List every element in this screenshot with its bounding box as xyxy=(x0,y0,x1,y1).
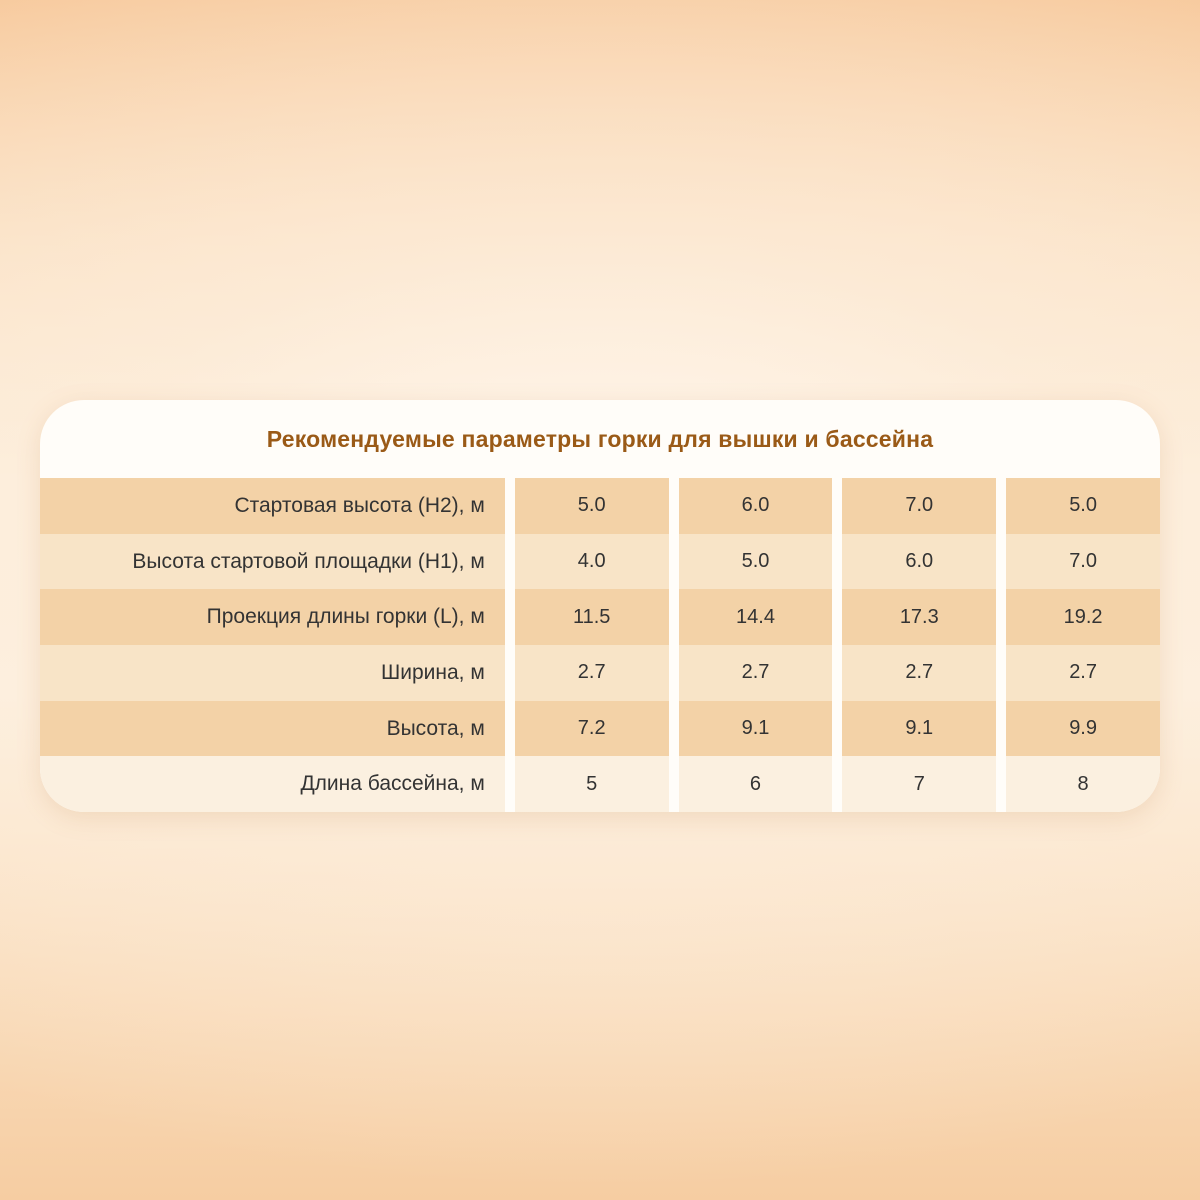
value-cell: 2.7 xyxy=(842,645,997,701)
parameters-card: Рекомендуемые параметры горки для вышки … xyxy=(40,400,1160,812)
value-cell: 2.7 xyxy=(1006,645,1160,701)
value-cell: 5.0 xyxy=(1006,478,1160,534)
value-cell: 9.1 xyxy=(842,700,997,757)
table-row: Проекция длины горки (L), м 11.5 14.4 17… xyxy=(40,589,1160,646)
value-cell: 7 xyxy=(842,756,997,812)
value-cell: 19.2 xyxy=(1006,589,1160,646)
value-cell: 5.0 xyxy=(678,533,833,590)
table-title: Рекомендуемые параметры горки для вышки … xyxy=(266,425,934,452)
table-row: Высота стартовой площадки (H1), м 4.0 5.… xyxy=(40,533,1160,590)
table-row: Ширина, м 2.7 2.7 2.7 2.7 xyxy=(40,645,1160,701)
value-cell: 2.7 xyxy=(678,645,833,701)
value-cell: 6.0 xyxy=(678,478,833,534)
row-label: Ширина, м xyxy=(40,645,505,701)
value-cell: 4.0 xyxy=(514,533,669,590)
value-cell: 9.9 xyxy=(1006,700,1160,757)
value-cell: 5.0 xyxy=(514,478,669,534)
row-label: Длина бассейна, м xyxy=(40,756,505,812)
value-cell: 6 xyxy=(678,756,833,812)
value-cell: 14.4 xyxy=(678,589,833,646)
row-label: Проекция длины горки (L), м xyxy=(40,589,505,646)
parameters-table: Стартовая высота (H2), м 5.0 6.0 7.0 5.0… xyxy=(40,478,1160,812)
value-cell: 5 xyxy=(514,756,669,812)
value-cell: 11.5 xyxy=(514,589,669,646)
table-row: Стартовая высота (H2), м 5.0 6.0 7.0 5.0 xyxy=(40,478,1160,534)
value-cell: 7.0 xyxy=(842,478,997,534)
value-cell: 9.1 xyxy=(678,700,833,757)
table-row: Высота, м 7.2 9.1 9.1 9.9 xyxy=(40,700,1160,757)
row-label: Стартовая высота (H2), м xyxy=(40,478,505,534)
value-cell: 7.0 xyxy=(1006,533,1160,590)
value-cell: 17.3 xyxy=(842,589,997,646)
value-cell: 2.7 xyxy=(514,645,669,701)
table-row: Длина бассейна, м 5 6 7 8 xyxy=(40,756,1160,812)
row-label: Высота стартовой площадки (H1), м xyxy=(40,533,505,590)
value-cell: 8 xyxy=(1006,756,1160,812)
value-cell: 6.0 xyxy=(842,533,997,590)
row-label: Высота, м xyxy=(40,700,505,757)
value-cell: 7.2 xyxy=(514,700,669,757)
